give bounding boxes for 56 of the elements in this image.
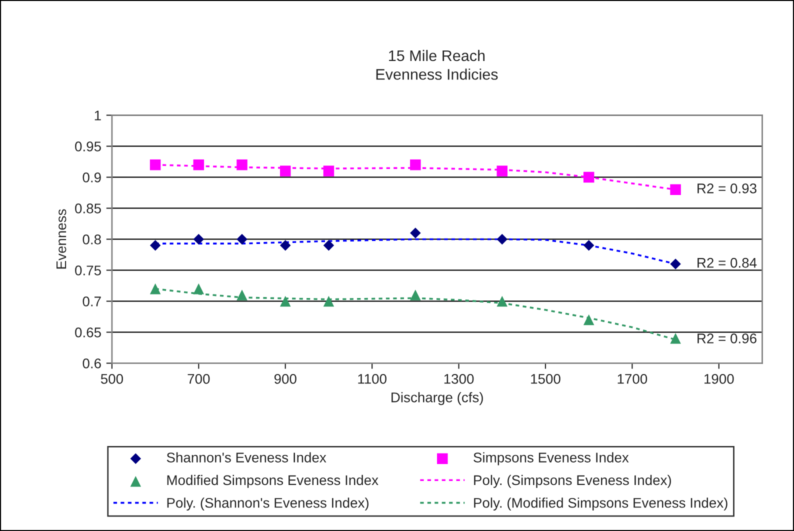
x-tick-label: 1300 [444, 374, 474, 384]
x-tick-label: 1100 [358, 374, 386, 384]
point [150, 240, 161, 251]
point [496, 166, 508, 176]
point [583, 314, 594, 326]
point [583, 172, 594, 183]
point [150, 283, 161, 294]
point [323, 240, 334, 251]
point [236, 290, 248, 300]
point [670, 258, 681, 270]
legend-label: Poly. (Simpsons Eveness Index) [474, 474, 671, 488]
point [496, 234, 508, 245]
x-axis-title: Discharge (cfs) [392, 392, 483, 406]
y-tick-label: 0.6 [82, 358, 101, 368]
point [496, 296, 508, 307]
point [236, 234, 248, 245]
x-tick-label: 500 [100, 374, 123, 384]
point [410, 228, 421, 238]
point [410, 290, 421, 300]
annotation: R2 = 0.93 [698, 184, 756, 194]
point [193, 283, 204, 294]
y-tick-label: 0.9 [82, 172, 101, 182]
chart-title: 15 Mile Reach Evenness Indicies [376, 50, 498, 80]
point [670, 333, 681, 344]
x-tick-label: 1500 [531, 374, 560, 384]
point [150, 159, 161, 170]
y-tick-label: 0.7 [82, 296, 101, 306]
y-tick-label: 0.65 [75, 328, 101, 338]
point [410, 159, 421, 170]
y-tick-label: 0.75 [75, 266, 101, 276]
point [670, 184, 681, 195]
x-tick-label: 1900 [704, 374, 734, 384]
x-tick-label: 900 [274, 374, 296, 384]
annotation: R2 = 0.84 [698, 258, 757, 268]
legend-label: Poly. (Shannon's Eveness Index) [167, 498, 368, 511]
x-tick-label: 700 [188, 374, 210, 384]
point [280, 166, 291, 176]
y-axis-title: Evenness [56, 209, 66, 269]
point [236, 159, 248, 170]
legend-label: Modified Simpsons Eveness Index [167, 474, 378, 488]
y-tick-label: 0.95 [75, 142, 101, 152]
point [280, 240, 291, 251]
legend-label: Poly. (Modified Simpsons Eveness Index) [474, 498, 728, 511]
annotation: R2 = 0.96 [698, 334, 756, 344]
point [193, 159, 204, 170]
point [280, 296, 291, 307]
point [323, 296, 334, 307]
y-tick-label: 1 [94, 110, 101, 120]
y-tick-label: 0.85 [75, 204, 101, 214]
x-tick-label: 1700 [618, 374, 648, 384]
point [583, 240, 594, 251]
point [323, 166, 334, 176]
point [193, 234, 204, 245]
legend-label: Simpsons Eveness Index [474, 452, 629, 466]
legend-label: Shannon's Eveness Index [166, 452, 326, 462]
y-tick-label: 0.8 [82, 234, 101, 244]
